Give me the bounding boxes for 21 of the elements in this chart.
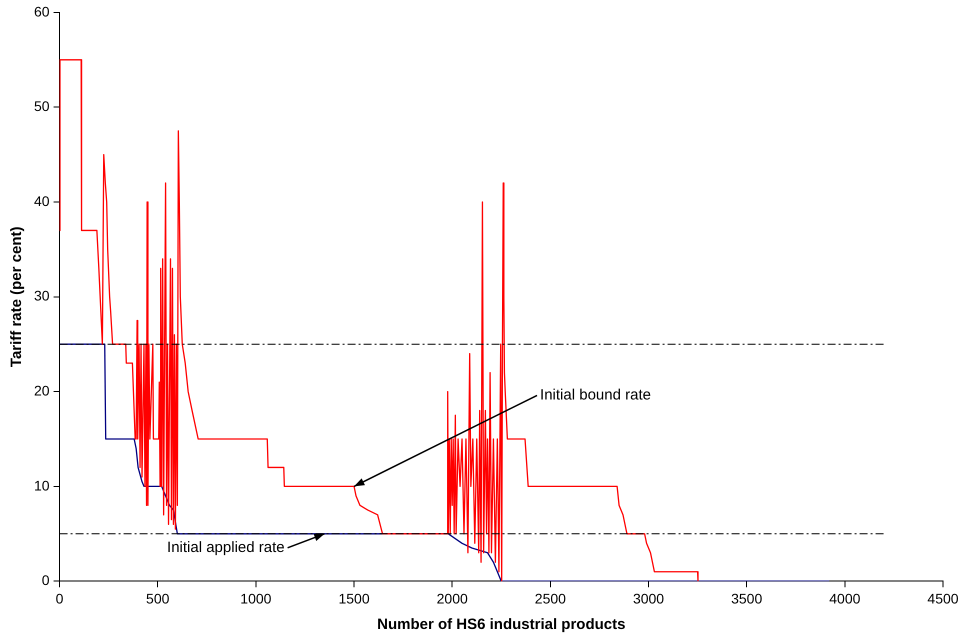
y-tick-label: 60 — [34, 3, 50, 20]
annotation: Initial applied rate — [167, 538, 285, 556]
x-tick-label: 2500 — [534, 590, 566, 606]
y-tick-label: 20 — [34, 382, 50, 398]
y-tick-label: 0 — [42, 572, 50, 588]
x-tick-label: 1000 — [240, 590, 272, 606]
x-tick-label: 3000 — [632, 590, 664, 606]
x-tick-label: 2000 — [436, 590, 468, 606]
y-axis-title: Tariff rate (per cent) — [8, 226, 26, 368]
x-tick-label: 500 — [146, 590, 170, 606]
y-tick-label: 10 — [34, 477, 50, 494]
x-tick-label: 0 — [56, 590, 64, 606]
y-tick-label: 30 — [34, 288, 50, 304]
x-tick-label: 4500 — [927, 590, 959, 606]
x-axis-title: Number of HS6 industrial products — [377, 616, 626, 634]
x-tick-label: 1500 — [338, 590, 370, 606]
y-tick-label: 50 — [34, 98, 50, 114]
y-tick-label: 40 — [34, 192, 50, 209]
x-tick-label: 4000 — [829, 590, 861, 606]
annotation: Initial bound rate — [540, 386, 651, 404]
x-tick-label: 3500 — [731, 590, 762, 606]
